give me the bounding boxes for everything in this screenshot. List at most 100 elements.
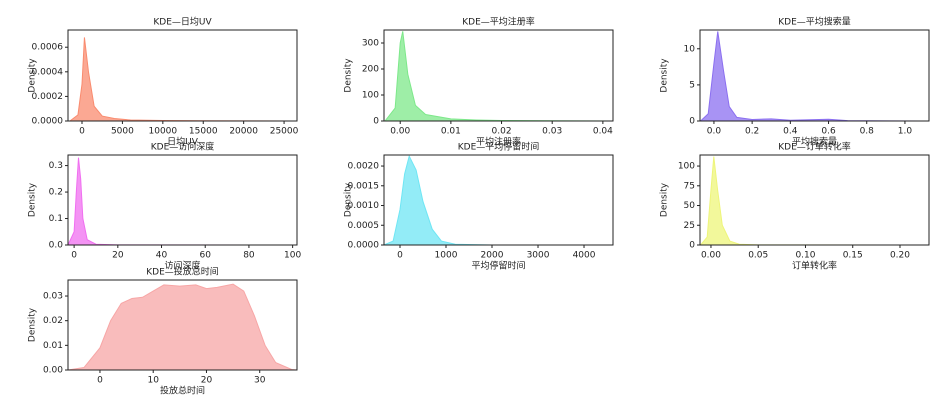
x-axis-label: 日均UV [167, 136, 199, 148]
y-tick-label: 0.01 [43, 341, 63, 351]
y-axis-label: Density [28, 58, 38, 93]
plot-frame [67, 154, 298, 246]
chart-title: KDE—订单转化率 [778, 141, 851, 153]
x-tick-label: 4000 [573, 251, 596, 261]
x-tick-label: 0.8 [860, 127, 875, 137]
x-tick-label: 20 [112, 251, 124, 261]
plot-frame [67, 279, 298, 371]
y-tick-label: 0 [373, 117, 379, 127]
y-tick-label: 25 [684, 221, 695, 231]
chart-title: KDE—日均UV [153, 16, 212, 28]
x-tick-label: 2000 [481, 251, 504, 261]
y-axis-label: Density [344, 58, 354, 93]
y-tick-label: 0.0005 [348, 221, 380, 231]
y-tick-label: 0.3 [49, 161, 63, 171]
y-axis-label: Density [660, 58, 670, 93]
x-tick-label: 40 [156, 251, 168, 261]
y-tick-label: 5 [689, 80, 695, 90]
y-tick-label: 0.1 [49, 214, 63, 224]
y-tick-label: 0.0002 [32, 92, 64, 102]
x-tick-label: 10 [147, 376, 159, 386]
density-area [67, 283, 298, 371]
y-tick-label: 50 [684, 201, 696, 211]
x-tick-label: 25000 [270, 127, 299, 137]
y-tick-label: 0.00 [43, 366, 63, 376]
y-tick-label: 10 [684, 44, 696, 54]
x-tick-label: 0.0 [707, 127, 722, 137]
x-tick-label: 100 [284, 251, 301, 261]
y-tick-label: 0.0020 [348, 162, 380, 172]
density-area [383, 31, 614, 122]
x-tick-label: 20 [201, 376, 213, 386]
x-tick-label: 0.00 [390, 127, 410, 137]
y-tick-label: 100 [362, 91, 379, 101]
density-area [699, 156, 929, 246]
chart-title: KDE—平均停留时间 [458, 141, 540, 153]
x-tick-label: 0 [397, 251, 403, 261]
x-tick-label: 0.05 [748, 251, 768, 261]
chart-title: KDE—平均注册率 [462, 16, 535, 28]
x-axis-label: 访问深度 [164, 260, 200, 272]
chart-title: KDE—投放总时间 [146, 266, 219, 278]
x-tick-label: 0.00 [701, 251, 721, 261]
y-axis-label: Density [28, 182, 38, 217]
y-tick-label: 200 [362, 65, 379, 75]
y-tick-label: 0.0000 [348, 241, 380, 251]
density-area [68, 37, 293, 122]
y-axis-label: Density [344, 182, 354, 217]
y-tick-label: 100 [678, 162, 695, 172]
density-area [383, 154, 613, 246]
y-tick-label: 300 [362, 39, 379, 49]
x-tick-label: 0.02 [492, 127, 512, 137]
x-tick-label: 0.10 [795, 251, 815, 261]
y-tick-label: 0.02 [43, 316, 63, 326]
x-tick-label: 0.01 [441, 127, 461, 137]
y-axis-label: Density [660, 182, 670, 217]
y-axis-label: Density [28, 307, 38, 342]
x-axis-label: 平均停留时间 [471, 260, 525, 272]
plot-frame [383, 154, 614, 246]
x-tick-label: 5000 [111, 127, 134, 137]
density-area [67, 157, 298, 246]
x-tick-label: 0.4 [783, 127, 798, 137]
y-tick-label: 0.0015 [348, 181, 380, 191]
y-tick-label: 0.03 [43, 292, 63, 302]
density-area [699, 31, 925, 122]
x-tick-label: 20000 [229, 127, 258, 137]
x-tick-label: 0 [79, 127, 85, 137]
x-tick-label: 0.2 [745, 127, 759, 137]
plot-frame [67, 29, 298, 122]
y-tick-label: 0.0010 [348, 201, 380, 211]
chart-title: KDE—平均搜索量 [778, 16, 851, 28]
plot-frame [699, 29, 930, 122]
x-tick-label: 3000 [527, 251, 550, 261]
x-tick-label: 60 [199, 251, 211, 261]
y-tick-label: 0.0006 [32, 43, 64, 53]
x-tick-label: 0.6 [821, 127, 836, 137]
y-tick-label: 75 [684, 181, 695, 191]
plot-frame [383, 29, 614, 122]
x-tick-label: 80 [243, 251, 255, 261]
y-tick-label: 0 [689, 117, 695, 127]
x-axis-label: 投放总时间 [160, 385, 205, 397]
x-axis-label: 订单转化率 [792, 260, 837, 272]
x-tick-label: 0.04 [593, 127, 613, 137]
x-tick-label: 15000 [189, 127, 218, 137]
x-tick-label: 0.20 [890, 251, 910, 261]
y-tick-label: 0 [689, 241, 695, 251]
x-axis-label: 平均注册率 [476, 136, 521, 148]
x-tick-label: 0 [97, 376, 103, 386]
y-tick-label: 0.2 [49, 188, 63, 198]
y-tick-label: 0.0 [49, 241, 64, 251]
x-tick-label: 30 [254, 376, 266, 386]
x-tick-label: 0.15 [843, 251, 863, 261]
y-tick-label: 0.0004 [32, 67, 64, 77]
x-tick-label: 0.03 [542, 127, 562, 137]
x-tick-label: 1000 [435, 251, 458, 261]
chart-title: KDE—访问深度 [151, 141, 215, 153]
plot-frame [699, 154, 930, 246]
x-axis-label: 平均搜索量 [792, 136, 837, 148]
x-tick-label: 10000 [149, 127, 178, 137]
y-tick-label: 0.0000 [32, 117, 64, 127]
